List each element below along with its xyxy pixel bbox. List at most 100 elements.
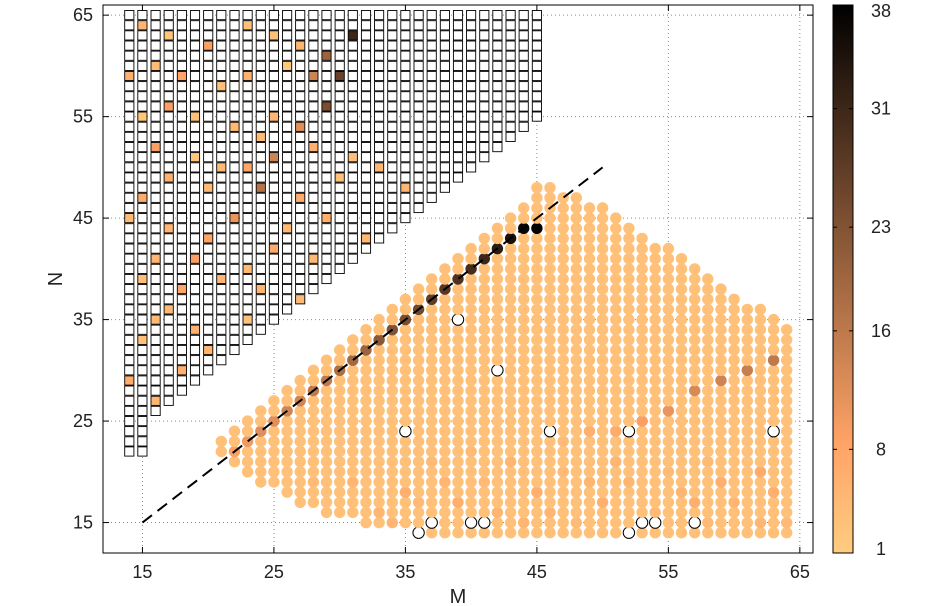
data-circle-marker xyxy=(675,263,688,275)
data-circle-marker xyxy=(728,425,740,437)
data-circle-marker xyxy=(360,384,372,397)
data-circle-marker xyxy=(386,496,398,508)
data-circle-marker xyxy=(518,273,530,285)
open-square-marker xyxy=(229,294,240,305)
data-circle-marker xyxy=(360,354,372,366)
data-circle-marker xyxy=(754,425,767,437)
open-square-marker xyxy=(347,50,358,61)
open-square-marker xyxy=(334,253,345,264)
data-circle-marker xyxy=(504,405,517,417)
data-circle-marker xyxy=(702,273,714,285)
empty-circle-marker xyxy=(767,425,780,438)
open-square-marker xyxy=(268,263,279,274)
colored-square-marker xyxy=(176,365,187,376)
open-square-marker xyxy=(137,50,148,61)
data-circle-marker xyxy=(320,476,333,488)
open-square-marker xyxy=(203,334,214,345)
data-circle-marker xyxy=(636,344,648,356)
empty-circle-marker xyxy=(451,313,465,326)
open-square-marker xyxy=(163,314,174,325)
data-circle-marker xyxy=(504,395,517,407)
open-square-marker xyxy=(321,233,332,244)
data-circle-marker xyxy=(610,425,622,437)
data-circle-marker xyxy=(307,405,320,417)
data-circle-marker xyxy=(570,364,582,376)
data-circle-marker xyxy=(478,303,490,316)
data-circle-marker xyxy=(557,364,569,376)
open-square-marker xyxy=(295,182,306,193)
open-square-marker xyxy=(150,202,161,214)
data-circle-marker xyxy=(439,506,451,519)
data-circle-marker xyxy=(399,395,412,407)
data-circle-marker xyxy=(583,435,596,448)
open-square-marker xyxy=(347,131,358,142)
data-circle-marker xyxy=(689,527,701,539)
data-circle-marker xyxy=(689,354,701,366)
open-square-marker xyxy=(360,81,372,92)
open-square-marker xyxy=(124,365,135,376)
data-circle-marker xyxy=(307,415,320,427)
open-square-marker xyxy=(518,20,529,31)
open-square-marker xyxy=(203,243,214,254)
data-circle-marker xyxy=(360,425,372,437)
colored-square-marker xyxy=(150,60,161,71)
data-circle-marker xyxy=(399,364,412,376)
open-square-marker xyxy=(176,60,187,71)
open-square-marker xyxy=(176,142,187,153)
open-square-marker xyxy=(387,152,398,163)
open-square-marker xyxy=(229,263,240,274)
data-circle-marker xyxy=(360,476,372,488)
open-square-marker xyxy=(439,111,450,122)
y-tick-label: 15 xyxy=(73,513,93,533)
data-circle-marker xyxy=(478,405,490,417)
open-square-marker xyxy=(387,60,398,71)
data-circle-marker xyxy=(373,344,385,356)
data-circle-marker xyxy=(334,405,346,417)
data-circle-marker xyxy=(610,222,622,234)
open-square-marker xyxy=(308,81,319,92)
data-circle-marker xyxy=(728,486,740,498)
data-circle-marker xyxy=(255,415,267,427)
data-circle-marker xyxy=(531,364,543,376)
data-circle-marker xyxy=(491,334,504,346)
open-square-marker xyxy=(216,284,227,295)
data-circle-marker xyxy=(675,476,688,488)
open-square-marker xyxy=(268,81,279,92)
data-circle-marker xyxy=(478,506,490,519)
open-square-marker xyxy=(479,131,490,142)
open-square-marker xyxy=(255,101,266,112)
data-circle-marker xyxy=(754,456,767,468)
data-circle-marker xyxy=(347,476,359,488)
open-square-marker xyxy=(413,182,424,193)
open-square-marker xyxy=(492,142,503,153)
open-square-marker xyxy=(216,20,227,31)
data-circle-marker xyxy=(557,496,569,508)
open-square-marker xyxy=(268,162,279,173)
data-circle-marker xyxy=(320,405,333,417)
open-square-marker xyxy=(439,20,450,31)
data-circle-marker xyxy=(623,405,635,417)
open-square-marker xyxy=(518,70,529,82)
open-square-marker xyxy=(203,81,214,92)
open-square-marker xyxy=(229,91,240,102)
data-circle-marker xyxy=(320,384,333,397)
open-square-marker xyxy=(452,40,464,51)
data-circle-marker xyxy=(320,445,333,458)
open-square-marker xyxy=(189,20,201,31)
open-square-marker xyxy=(229,314,240,325)
data-circle-marker xyxy=(399,354,412,366)
data-circle-marker xyxy=(439,445,451,458)
data-circle-marker xyxy=(636,283,648,295)
data-circle-marker xyxy=(465,334,477,346)
data-circle-marker xyxy=(570,435,582,448)
data-circle-marker xyxy=(504,344,517,356)
data-circle-marker xyxy=(228,435,241,448)
data-circle-marker xyxy=(347,374,359,387)
open-square-marker xyxy=(413,81,424,92)
data-circle-marker xyxy=(715,374,727,387)
data-circle-marker xyxy=(386,313,398,326)
open-square-marker xyxy=(242,213,253,224)
data-circle-marker xyxy=(320,496,333,508)
data-circle-marker xyxy=(675,486,688,498)
open-square-marker xyxy=(268,131,279,142)
